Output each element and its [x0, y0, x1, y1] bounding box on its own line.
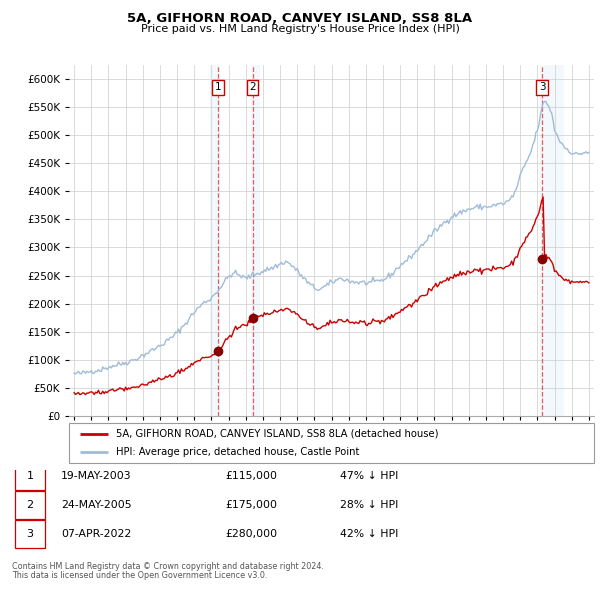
- Text: HPI: Average price, detached house, Castle Point: HPI: Average price, detached house, Cast…: [116, 447, 359, 457]
- FancyBboxPatch shape: [15, 463, 45, 490]
- Text: 3: 3: [539, 83, 545, 93]
- FancyBboxPatch shape: [15, 520, 45, 548]
- Text: 1: 1: [215, 83, 221, 93]
- Text: 19-MAY-2003: 19-MAY-2003: [61, 471, 131, 481]
- Text: £280,000: £280,000: [225, 529, 277, 539]
- Bar: [251, 65, 260, 416]
- Text: 3: 3: [26, 529, 34, 539]
- Text: Contains HM Land Registry data © Crown copyright and database right 2024.: Contains HM Land Registry data © Crown c…: [12, 562, 324, 571]
- Text: £175,000: £175,000: [225, 500, 277, 510]
- Text: 2: 2: [249, 83, 256, 93]
- Text: 47% ↓ HPI: 47% ↓ HPI: [340, 471, 398, 481]
- Text: 1: 1: [26, 471, 34, 481]
- Text: This data is licensed under the Open Government Licence v3.0.: This data is licensed under the Open Gov…: [12, 571, 268, 580]
- Text: Price paid vs. HM Land Registry's House Price Index (HPI): Price paid vs. HM Land Registry's House …: [140, 24, 460, 34]
- Text: 42% ↓ HPI: 42% ↓ HPI: [340, 529, 398, 539]
- FancyBboxPatch shape: [15, 491, 45, 519]
- Text: 5A, GIFHORN ROAD, CANVEY ISLAND, SS8 8LA (detached house): 5A, GIFHORN ROAD, CANVEY ISLAND, SS8 8LA…: [116, 429, 439, 439]
- Text: 2: 2: [26, 500, 34, 510]
- Text: 5A, GIFHORN ROAD, CANVEY ISLAND, SS8 8LA: 5A, GIFHORN ROAD, CANVEY ISLAND, SS8 8LA: [127, 12, 473, 25]
- Text: £115,000: £115,000: [225, 471, 277, 481]
- Bar: [540, 65, 565, 416]
- Text: 28% ↓ HPI: 28% ↓ HPI: [340, 500, 398, 510]
- Bar: [210, 65, 220, 416]
- FancyBboxPatch shape: [69, 423, 594, 463]
- Text: 24-MAY-2005: 24-MAY-2005: [61, 500, 131, 510]
- Text: 07-APR-2022: 07-APR-2022: [61, 529, 131, 539]
